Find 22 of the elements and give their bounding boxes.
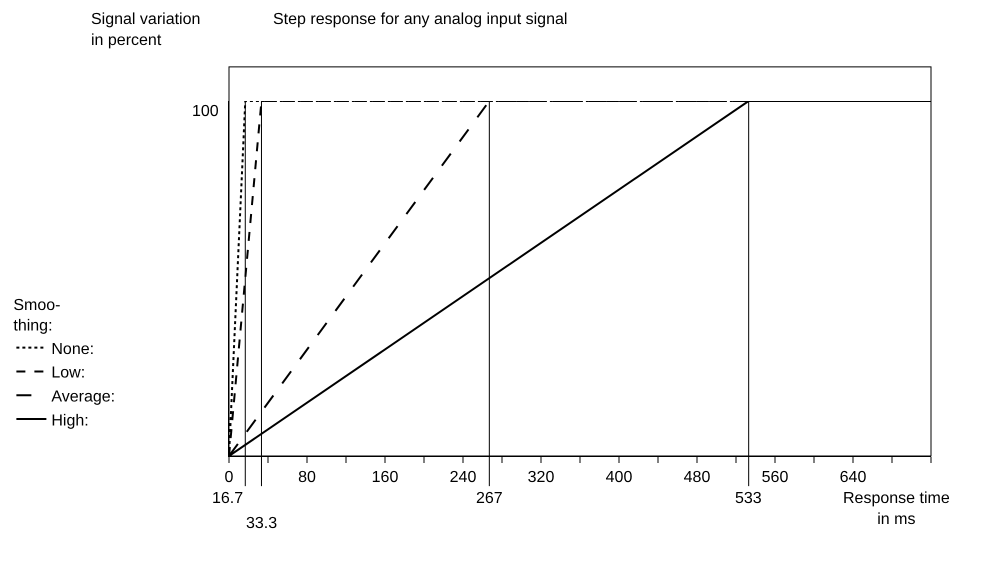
x-axis-title: Response time in ms: [843, 490, 950, 528]
legend-title: Smoo- thing:: [13, 296, 61, 335]
legend-label: High:: [51, 412, 89, 430]
x-tick-label: 80: [298, 469, 316, 486]
legend-label: Average:: [51, 388, 116, 406]
text: 100: [192, 103, 219, 120]
legend-label: Low:: [51, 364, 86, 382]
x-tick-label: 480: [684, 469, 710, 486]
x-tick-label: 640: [840, 469, 866, 486]
legend-label: None:: [51, 340, 94, 358]
x-tick-label: 240: [450, 469, 476, 486]
ref-line-label: 33.3: [246, 515, 278, 532]
x-tick-label: 560: [762, 469, 788, 486]
x-tick-label: 320: [528, 469, 554, 486]
ref-line-label: 533: [735, 490, 762, 507]
x-tick-label: 0: [224, 469, 234, 486]
y-axis-title: Signal variation in percent: [91, 11, 200, 49]
ref-line-label: 16.7: [212, 490, 244, 507]
x-tick-label: 160: [372, 469, 398, 486]
x-tick-label: 400: [606, 469, 632, 486]
chart-title: Step response for any analog input signal: [273, 11, 568, 28]
ref-line-label: 267: [476, 490, 503, 507]
